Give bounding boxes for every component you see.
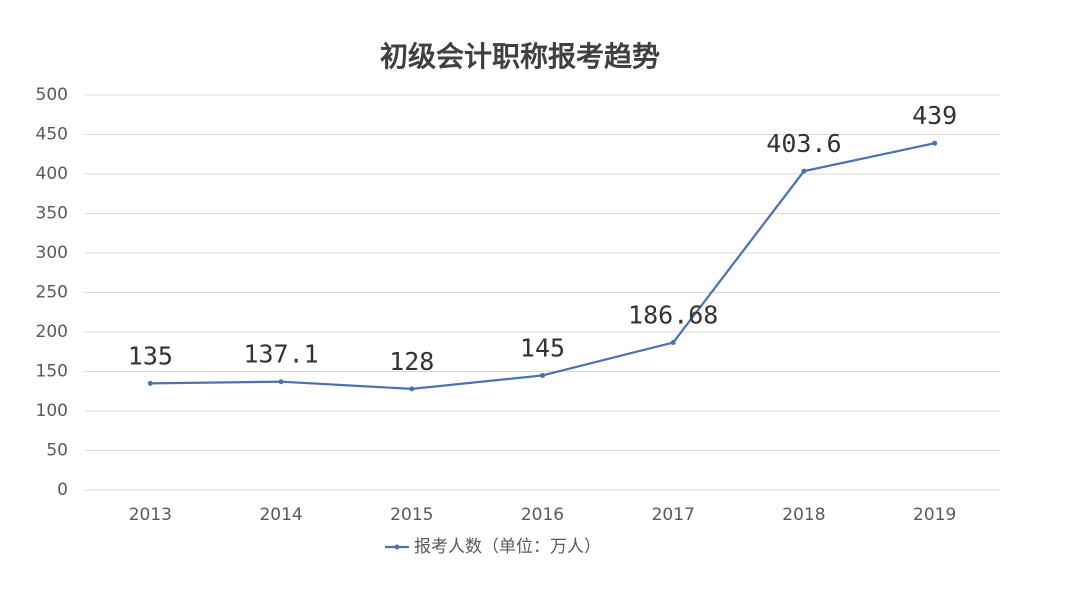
x-tick-label: 2013: [129, 505, 172, 525]
data-label: 135: [128, 341, 173, 370]
data-label: 186.68: [628, 301, 718, 330]
legend-marker: [394, 544, 400, 550]
x-tick-label: 2015: [390, 505, 433, 525]
y-tick-label: 500: [36, 85, 68, 105]
data-point: [670, 340, 676, 346]
data-label: 145: [520, 333, 565, 362]
y-tick-label: 100: [36, 401, 68, 421]
y-tick-label: 400: [36, 164, 68, 184]
data-point: [801, 168, 807, 174]
data-label: 403.6: [766, 129, 841, 158]
data-point: [409, 386, 415, 392]
y-tick-label: 150: [36, 362, 68, 382]
x-tick-label: 2017: [652, 505, 695, 525]
y-tick-label: 0: [57, 480, 68, 500]
data-point: [932, 140, 938, 146]
x-tick-label: 2016: [521, 505, 564, 525]
data-point: [540, 372, 545, 378]
y-tick-label: 350: [36, 204, 68, 224]
y-tick-label: 300: [36, 243, 68, 263]
y-tick-label: 250: [36, 283, 68, 303]
x-tick-label: 2014: [259, 505, 302, 525]
x-tick-label: 2019: [913, 505, 956, 525]
data-label: 137.1: [243, 340, 318, 369]
data-label: 128: [389, 347, 434, 376]
y-tick-label: 200: [36, 322, 68, 342]
x-tick-label: 2018: [782, 505, 825, 525]
y-tick-label: 450: [36, 125, 68, 145]
data-point: [147, 380, 153, 386]
data-point: [278, 379, 284, 385]
y-tick-label: 50: [46, 441, 68, 461]
legend-label: 报考人数（单位：万人）: [414, 537, 601, 557]
data-label: 439: [912, 101, 957, 130]
chart-title: 初级会计职称报考趋势: [380, 40, 660, 73]
